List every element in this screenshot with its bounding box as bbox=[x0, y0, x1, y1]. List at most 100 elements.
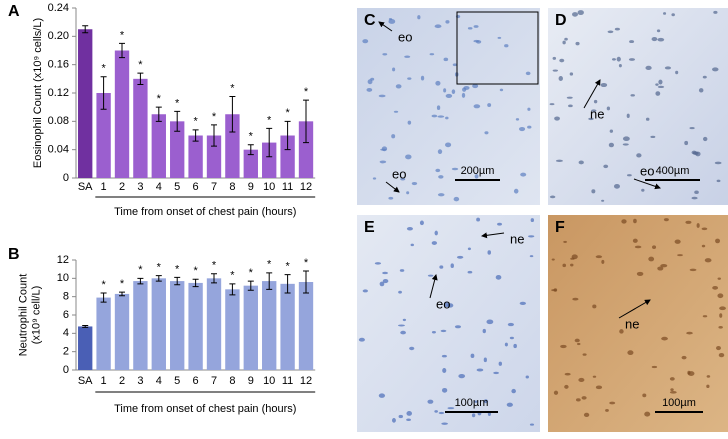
cell bbox=[441, 354, 447, 358]
cell bbox=[591, 109, 597, 112]
y-tick-label: 0 bbox=[63, 364, 69, 376]
bar bbox=[151, 114, 166, 178]
cell bbox=[530, 218, 535, 223]
cell bbox=[513, 188, 519, 194]
cell bbox=[689, 127, 695, 130]
cell bbox=[434, 410, 438, 413]
cell bbox=[570, 263, 574, 267]
cell bbox=[555, 159, 563, 162]
x-tick-label: 5 bbox=[174, 181, 180, 193]
cell bbox=[577, 10, 584, 16]
cell bbox=[395, 84, 402, 89]
cell bbox=[431, 114, 438, 118]
cell bbox=[627, 350, 634, 356]
cell bbox=[684, 140, 689, 146]
bar bbox=[298, 121, 314, 178]
annotation-arrow bbox=[385, 181, 400, 193]
cell bbox=[513, 343, 517, 349]
cell bbox=[592, 304, 597, 309]
error-bar bbox=[284, 120, 291, 151]
cell bbox=[388, 19, 396, 24]
cell bbox=[581, 396, 587, 400]
cell bbox=[529, 255, 534, 258]
error-bar bbox=[155, 275, 162, 282]
significance-marker: * bbox=[101, 279, 106, 291]
cell bbox=[378, 94, 386, 98]
cell bbox=[636, 271, 644, 276]
cell bbox=[608, 142, 615, 148]
cell bbox=[407, 77, 412, 80]
cell bbox=[374, 262, 382, 265]
bar bbox=[170, 121, 185, 178]
y-tick-label: 10 bbox=[57, 272, 69, 284]
cell bbox=[379, 281, 385, 287]
significance-marker: * bbox=[230, 82, 235, 94]
cell bbox=[572, 297, 579, 301]
cell bbox=[660, 263, 668, 268]
cell bbox=[525, 71, 531, 76]
x-axis-label: Time from onset of chest pain (hours) bbox=[114, 206, 296, 218]
cell bbox=[381, 146, 388, 152]
cell bbox=[686, 331, 693, 335]
significance-marker: * bbox=[175, 263, 180, 275]
cell bbox=[436, 105, 441, 111]
cell bbox=[434, 230, 438, 236]
annotation: eo bbox=[436, 296, 450, 311]
error-bar bbox=[211, 273, 217, 284]
cell bbox=[558, 76, 563, 81]
cell bbox=[719, 313, 723, 318]
cell bbox=[655, 83, 659, 86]
cell bbox=[698, 88, 704, 93]
cell bbox=[419, 220, 424, 226]
cell bbox=[406, 418, 411, 422]
cell bbox=[497, 36, 502, 39]
bar bbox=[243, 285, 258, 370]
cell bbox=[435, 80, 441, 86]
annotation-arrow bbox=[378, 21, 393, 32]
cell bbox=[437, 115, 445, 118]
cell bbox=[483, 357, 487, 363]
cell bbox=[593, 99, 598, 104]
x-tick-label: 10 bbox=[263, 375, 275, 387]
cell bbox=[499, 88, 504, 92]
x-tick-label: 9 bbox=[248, 181, 254, 193]
bar bbox=[96, 93, 111, 178]
cell bbox=[636, 153, 642, 158]
significance-marker: * bbox=[212, 260, 217, 272]
annotation: ne bbox=[510, 231, 524, 246]
cell bbox=[515, 118, 520, 121]
annotation-arrow bbox=[583, 79, 601, 109]
cell bbox=[592, 375, 597, 378]
cell bbox=[484, 131, 489, 135]
cell bbox=[406, 191, 410, 195]
cell bbox=[717, 277, 721, 280]
cell bbox=[474, 174, 479, 179]
error-bar bbox=[82, 325, 89, 328]
x-tick-label: 2 bbox=[119, 181, 125, 193]
cell bbox=[715, 238, 721, 244]
y-tick-label: 8 bbox=[63, 291, 69, 303]
significance-marker: * bbox=[285, 107, 290, 119]
cell bbox=[651, 365, 658, 369]
error-bar bbox=[266, 127, 273, 158]
cell bbox=[362, 39, 369, 44]
cell bbox=[437, 149, 443, 155]
cell bbox=[434, 24, 442, 29]
cell bbox=[476, 217, 481, 222]
cell bbox=[661, 336, 668, 341]
cell bbox=[560, 344, 567, 349]
cell bbox=[467, 270, 473, 274]
cell bbox=[453, 196, 460, 202]
cell bbox=[562, 40, 566, 45]
cell bbox=[674, 239, 681, 244]
x-tick-label: 8 bbox=[229, 181, 235, 193]
cell bbox=[566, 96, 573, 99]
x-tick-label: 9 bbox=[248, 375, 254, 387]
scale-bar-label: 100µm bbox=[455, 397, 489, 409]
cell bbox=[718, 353, 725, 358]
cell bbox=[691, 196, 698, 200]
cell bbox=[716, 346, 721, 351]
significance-marker: * bbox=[120, 29, 125, 41]
error-bar bbox=[284, 274, 291, 294]
